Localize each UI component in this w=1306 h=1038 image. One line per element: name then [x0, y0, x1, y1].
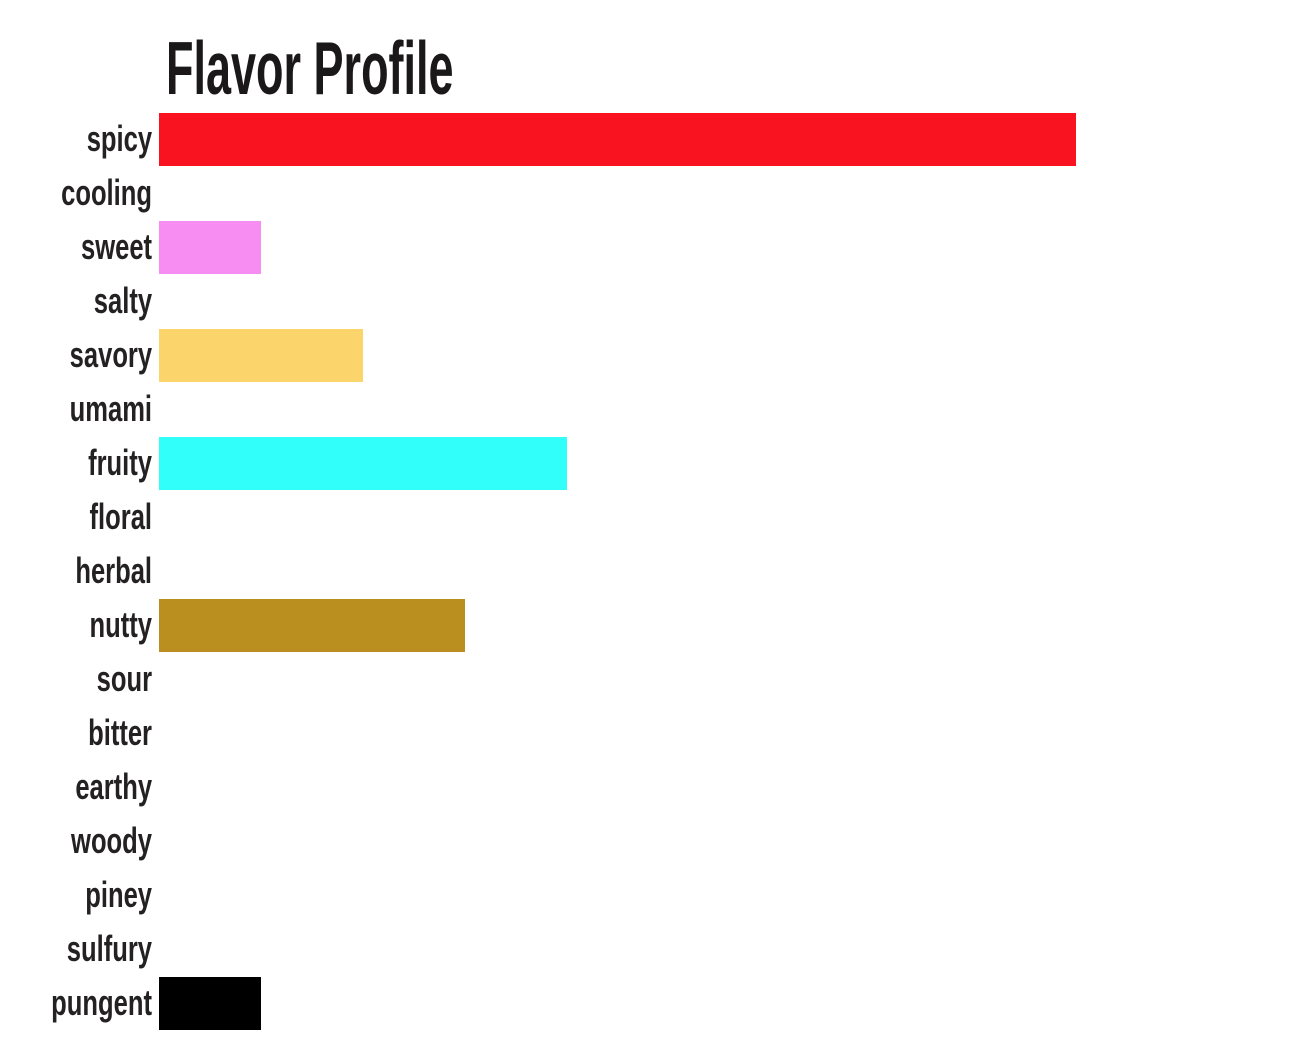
category-label: piney — [85, 874, 152, 915]
bar-cell — [159, 490, 1306, 544]
category-label: fruity — [88, 442, 152, 483]
bar-cell — [159, 922, 1306, 976]
category-label: floral — [89, 496, 152, 537]
chart-row: earthy — [0, 760, 1306, 814]
bar-cell — [159, 706, 1306, 760]
bar-cell — [159, 436, 1306, 490]
bar — [159, 976, 261, 1030]
bar-cell — [159, 868, 1306, 922]
bar-rows: spicy cooling sweet salty savory — [0, 112, 1306, 1030]
bar-cell — [159, 112, 1306, 166]
chart-row: umami — [0, 382, 1306, 436]
category-label: sulfury — [66, 928, 152, 969]
bar-cell — [159, 814, 1306, 868]
category-label-cell: floral — [0, 490, 152, 544]
category-label-cell: cooling — [0, 166, 152, 220]
category-label-cell: salty — [0, 274, 152, 328]
chart-row: sweet — [0, 220, 1306, 274]
category-label-cell: bitter — [0, 706, 152, 760]
bar-cell — [159, 544, 1306, 598]
bar-cell — [159, 598, 1306, 652]
category-label-cell: savory — [0, 328, 152, 382]
category-label: bitter — [88, 712, 152, 753]
bar-cell — [159, 220, 1306, 274]
category-label: sour — [96, 658, 152, 699]
chart-row: sour — [0, 652, 1306, 706]
chart-row: pungent — [0, 976, 1306, 1030]
bar — [159, 220, 261, 274]
bar-cell — [159, 328, 1306, 382]
bar-cell — [159, 166, 1306, 220]
category-label-cell: piney — [0, 868, 152, 922]
chart-row: spicy — [0, 112, 1306, 166]
category-label: spicy — [86, 118, 152, 159]
category-label-cell: earthy — [0, 760, 152, 814]
bar-cell — [159, 382, 1306, 436]
category-label: salty — [93, 280, 152, 321]
chart-title: Flavor Profile — [166, 31, 645, 106]
category-label: pungent — [51, 982, 152, 1023]
chart-row: floral — [0, 490, 1306, 544]
bar-cell — [159, 274, 1306, 328]
category-label: sweet — [80, 226, 152, 267]
chart-row: savory — [0, 328, 1306, 382]
chart-row: nutty — [0, 598, 1306, 652]
category-label: savory — [69, 334, 152, 375]
category-label-cell: woody — [0, 814, 152, 868]
bar-cell — [159, 760, 1306, 814]
bar-cell — [159, 976, 1306, 1030]
chart-row: herbal — [0, 544, 1306, 598]
chart-row: bitter — [0, 706, 1306, 760]
category-label: cooling — [61, 172, 152, 213]
category-label: woody — [71, 820, 152, 861]
category-label: herbal — [75, 550, 152, 591]
chart-row: sulfury — [0, 922, 1306, 976]
chart-row: fruity — [0, 436, 1306, 490]
category-label-cell: sulfury — [0, 922, 152, 976]
bar-cell — [159, 652, 1306, 706]
chart-row: piney — [0, 868, 1306, 922]
category-label-cell: fruity — [0, 436, 152, 490]
chart-row: salty — [0, 274, 1306, 328]
category-label-cell: nutty — [0, 598, 152, 652]
category-label: nutty — [89, 604, 152, 645]
bar — [159, 598, 465, 652]
bar — [159, 112, 1076, 166]
category-label-cell: umami — [0, 382, 152, 436]
bar — [159, 436, 567, 490]
category-label-cell: sour — [0, 652, 152, 706]
category-label-cell: sweet — [0, 220, 152, 274]
bar — [159, 328, 363, 382]
chart-title-text: Flavor Profile — [166, 26, 454, 110]
category-label-cell: pungent — [0, 976, 152, 1030]
chart-row: cooling — [0, 166, 1306, 220]
category-label: umami — [69, 388, 152, 429]
category-label-cell: herbal — [0, 544, 152, 598]
chart-row: woody — [0, 814, 1306, 868]
category-label: earthy — [75, 766, 152, 807]
category-label-cell: spicy — [0, 112, 152, 166]
